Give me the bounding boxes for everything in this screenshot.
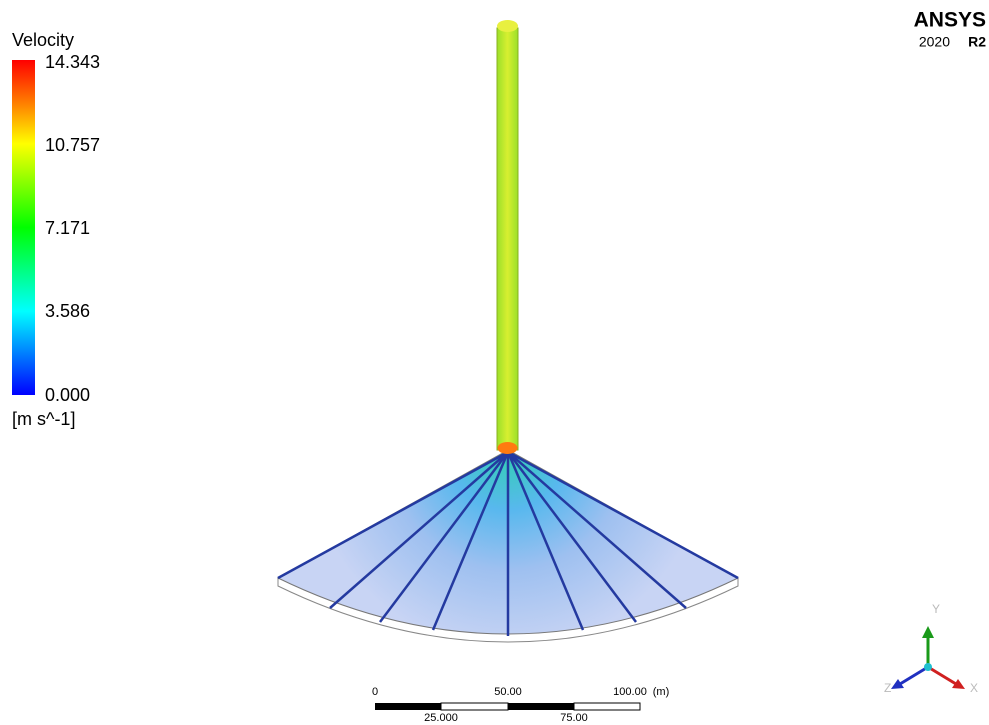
axis-origin bbox=[924, 663, 932, 671]
legend-unit: [m s^-1] bbox=[12, 409, 75, 429]
legend-tick: 3.586 bbox=[45, 301, 90, 321]
legend-title: Velocity bbox=[12, 30, 74, 50]
axis-x bbox=[928, 667, 956, 684]
version: 2020 bbox=[919, 34, 950, 50]
column bbox=[497, 28, 518, 450]
axis-label: Y bbox=[932, 602, 940, 616]
viewport: Velocity 14.343 10.757 7.171 3.586 0.000… bbox=[0, 0, 989, 725]
axis-label: X bbox=[970, 681, 978, 695]
brand: ANSYS bbox=[914, 9, 986, 32]
scale-seg bbox=[441, 703, 508, 710]
release: R2 bbox=[968, 34, 986, 50]
legend-tick: 14.343 bbox=[45, 52, 100, 72]
legend-tick: 7.171 bbox=[45, 218, 90, 238]
arrow-y bbox=[922, 626, 934, 638]
scale-seg bbox=[508, 703, 574, 710]
colorbar bbox=[12, 60, 35, 395]
scale-unit: (m) bbox=[653, 686, 670, 698]
axis-label: Z bbox=[884, 681, 891, 695]
scale-label: 100.00 bbox=[613, 686, 647, 698]
scale-label: 50.00 bbox=[494, 686, 522, 698]
page: Velocity 14.343 10.757 7.171 3.586 0.000… bbox=[0, 0, 989, 725]
scale-label: 75.00 bbox=[560, 712, 588, 724]
column-top bbox=[497, 20, 518, 32]
scale-label: 0 bbox=[372, 686, 378, 698]
legend-tick: 10.757 bbox=[45, 135, 100, 155]
column-base bbox=[498, 442, 518, 454]
scale-seg bbox=[375, 703, 441, 710]
scale-label: 25.000 bbox=[424, 712, 458, 724]
axis-z bbox=[900, 667, 928, 684]
scale-seg bbox=[574, 703, 640, 710]
legend-tick: 0.000 bbox=[45, 385, 90, 405]
